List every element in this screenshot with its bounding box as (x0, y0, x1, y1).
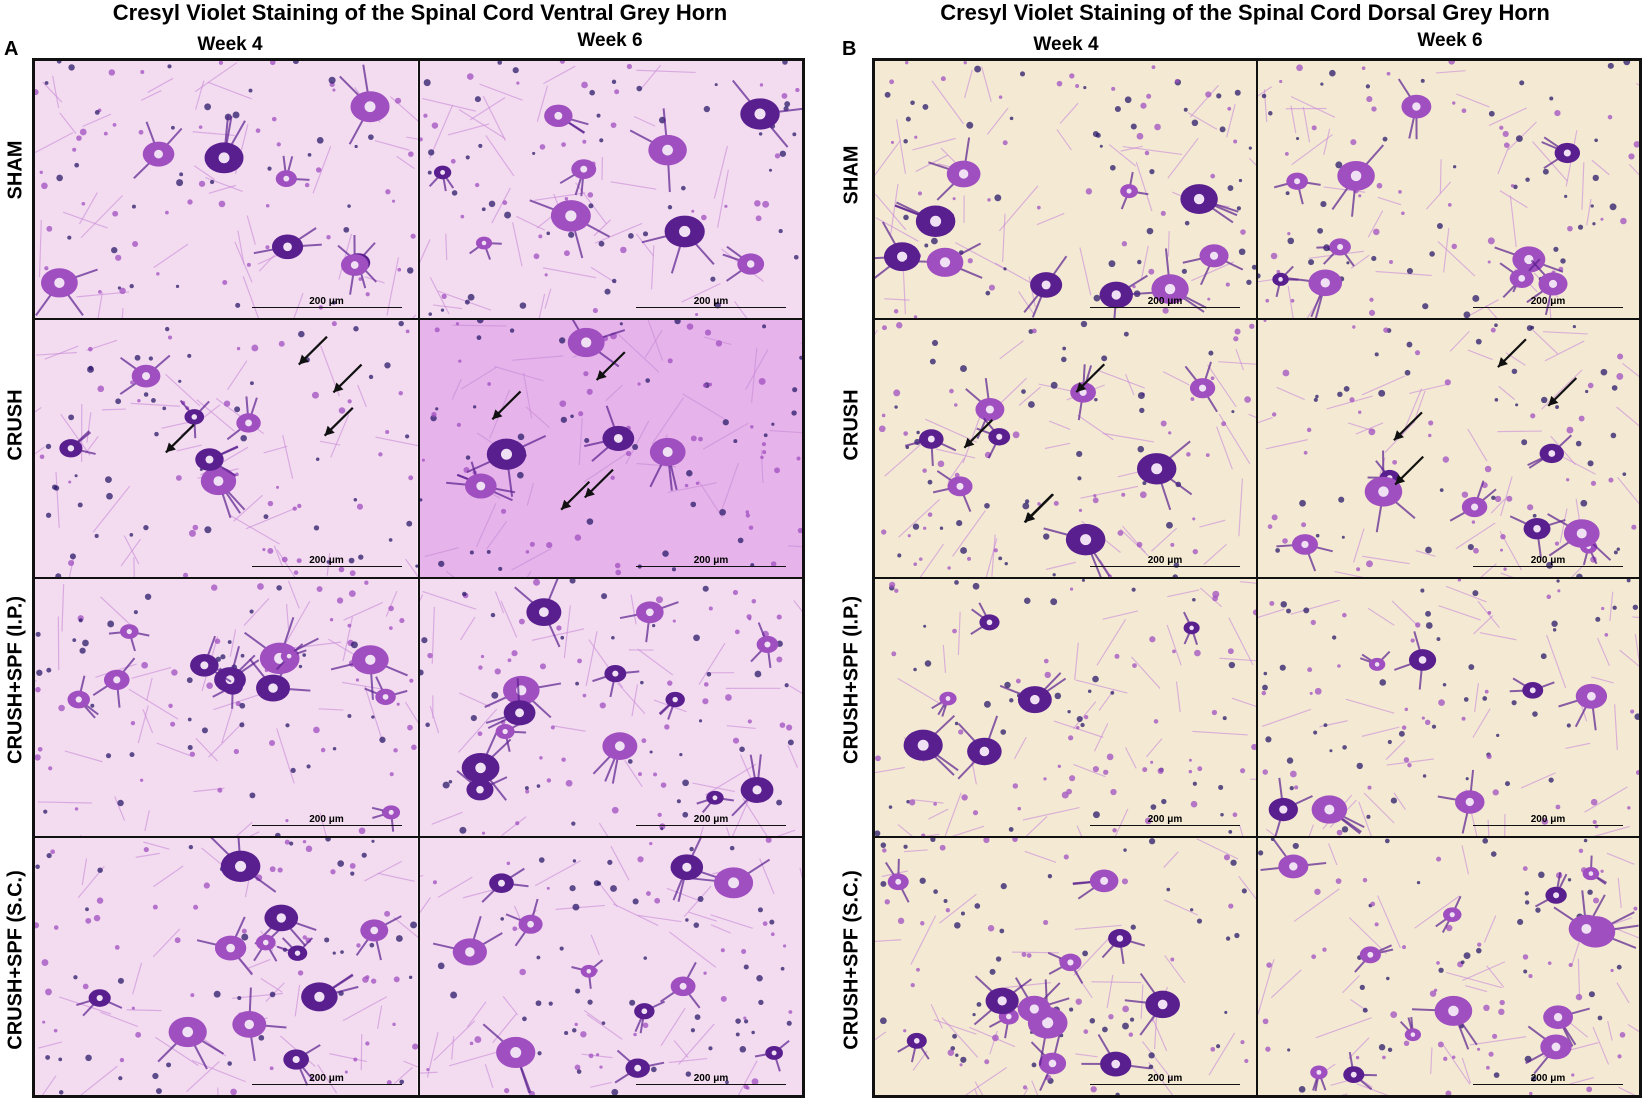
panel-a-title: Cresyl Violet Staining of the Spinal Cor… (112, 0, 728, 25)
scale-bar-line (636, 566, 786, 567)
scale-bar-label: 200 μm (309, 1073, 344, 1084)
panel-b-letter: B (842, 38, 857, 60)
micrograph-crush-spf-sc-week4: 200 μm (874, 837, 1257, 1096)
micrograph-crush-spf-sc-week6: 200 μm (1257, 837, 1640, 1096)
scale-bar-label: 200 μm (309, 814, 344, 825)
panel-a-micrograph-grid: 200 μm 200 μm 200 μm 200 μm 200 μm 200 μm 200 … (32, 58, 805, 1098)
micrograph-crush-week6: 200 μm (418, 319, 803, 578)
scale-bar-line (1473, 1084, 1623, 1085)
scale-bar-line (1473, 825, 1623, 826)
scale-bar-line (1090, 566, 1240, 567)
scale-bar-line (251, 1084, 402, 1085)
micrograph-crush-spf-sc-week4: 200 μm (34, 837, 419, 1096)
scale-bar-line (1090, 825, 1240, 826)
panel-a-letter: A (4, 38, 19, 60)
scale-bar-line (636, 825, 786, 826)
micrograph-crush-week4: 200 μm (34, 319, 419, 578)
panel-a-column-week4: Week 4 (197, 34, 263, 55)
scale-bar-label: 200 μm (1530, 296, 1566, 307)
scale-bar-label: 200 μm (1530, 1073, 1566, 1084)
micrograph-sham-week6: 200 μm (418, 60, 803, 319)
scale-bar-line (1473, 307, 1623, 308)
panel-b-micrograph-grid: 200 μm 200 μm 200 μm 200 μm 200 μm 200 μm 200 … (872, 58, 1642, 1098)
micrograph-sham-week6: 200 μm (1257, 60, 1640, 319)
scale-bar-line (1473, 566, 1623, 567)
micrograph-sham-week4: 200 μm (34, 60, 419, 319)
micrograph-crush-spf-ip-week6: 200 μm (418, 578, 803, 837)
scale-bar-label: 200 μm (309, 296, 344, 307)
scale-bar-label: 200 μm (1147, 1073, 1183, 1084)
panel-b-title: Cresyl Violet Staining of the Spinal Cor… (940, 0, 1550, 25)
scale-bar-line (251, 307, 402, 308)
scale-bar-label: 200 μm (693, 555, 729, 566)
scale-bar-line (1090, 1084, 1240, 1085)
scale-bar-label: 200 μm (1147, 814, 1183, 825)
scale-bar-label: 200 μm (693, 1073, 729, 1084)
micrograph-crush-week4: 200 μm (874, 319, 1257, 578)
micrograph-crush-spf-ip-week4: 200 μm (34, 578, 419, 837)
panel-b-column-week6: Week 6 (1417, 30, 1483, 51)
micrograph-crush-spf-sc-week6: 200 μm (418, 837, 803, 1096)
scale-bar-line (636, 307, 786, 308)
micrograph-crush-spf-ip-week6: 200 μm (1257, 578, 1640, 837)
scale-bar-label: 200 μm (1147, 555, 1183, 566)
scale-bar-line (251, 825, 402, 826)
scale-bar-label: 200 μm (1147, 296, 1183, 307)
scale-bar-label: 200 μm (1530, 814, 1566, 825)
scale-bar-line (251, 566, 402, 567)
scale-bar-line (636, 1084, 786, 1085)
scale-bar-line (1090, 307, 1240, 308)
micrograph-crush-week6: 200 μm (1257, 319, 1640, 578)
micrograph-crush-spf-ip-week4: 200 μm (874, 578, 1257, 837)
scale-bar-label: 200 μm (1530, 555, 1566, 566)
panel-a-column-week6: Week 6 (577, 30, 643, 51)
panel-b-column-week4: Week 4 (1033, 34, 1099, 55)
micrograph-sham-week4: 200 μm (874, 60, 1257, 319)
scale-bar-label: 200 μm (693, 296, 729, 307)
scale-bar-label: 200 μm (693, 814, 729, 825)
scale-bar-label: 200 μm (309, 555, 344, 566)
